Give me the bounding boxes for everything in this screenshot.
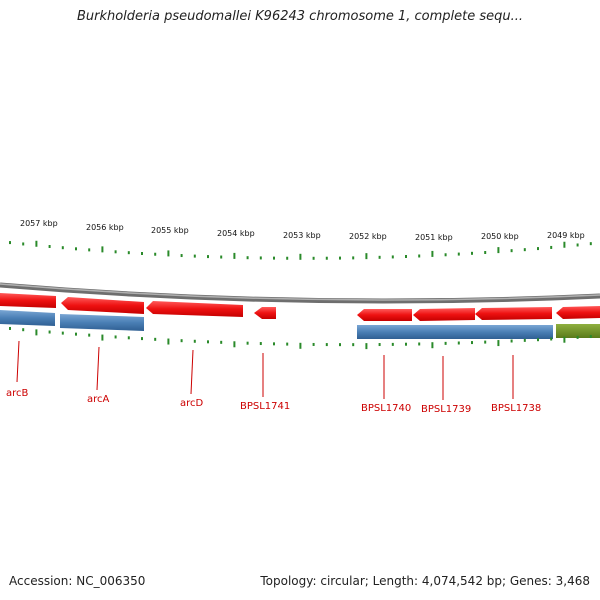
gene-arcD[interactable] xyxy=(146,301,243,317)
gene-next[interactable] xyxy=(556,306,600,319)
scale-label: 2055 kbp xyxy=(151,226,189,235)
cds-BPSL1740[interactable] xyxy=(357,325,475,339)
cds-BPSL1738[interactable] xyxy=(475,325,553,339)
inner-scale-ticks xyxy=(9,326,592,350)
scale-labels: 2057 kbp 2056 kbp 2055 kbp 2054 kbp 2053 kbp… xyxy=(20,219,585,242)
genome-summary-text: Topology: circular; Length: 4,074,542 bp… xyxy=(260,574,590,588)
feature-green[interactable] xyxy=(556,324,600,338)
outer-scale-ticks xyxy=(9,240,592,260)
forward-strand-genes xyxy=(0,293,600,321)
cds-track xyxy=(0,310,600,339)
gene-arcA[interactable] xyxy=(61,297,144,314)
gene-BPSL1740[interactable] xyxy=(357,309,412,321)
cds-arcB[interactable] xyxy=(0,310,55,326)
scale-label: 2052 kbp xyxy=(349,232,387,241)
cds-arcA[interactable] xyxy=(60,314,144,331)
scale-label: 2053 kbp xyxy=(283,231,321,240)
label-arcD[interactable]: arcD xyxy=(180,398,204,409)
label-BPSL1739[interactable]: BPSL1739 xyxy=(421,404,471,415)
map-title: Burkholderia pseudomallei K96243 chromos… xyxy=(76,9,524,24)
label-BPSL1741[interactable]: BPSL1741 xyxy=(240,401,290,412)
label-arcA[interactable]: arcA xyxy=(87,394,110,405)
accession-text: Accession: NC_006350 xyxy=(9,574,146,588)
scale-label: 2056 kbp xyxy=(86,223,124,232)
gene-BPSL1741[interactable] xyxy=(254,307,276,319)
gene-labels: arcB arcA arcD BPSL1741 BPSL1740 BPSL173… xyxy=(6,388,541,415)
gene-leaders xyxy=(16,340,514,400)
gene-BPSL1738[interactable] xyxy=(475,307,552,320)
label-BPSL1738[interactable]: BPSL1738 xyxy=(491,403,541,414)
scale-label: 2054 kbp xyxy=(217,229,255,238)
label-arcB[interactable]: arcB xyxy=(6,388,29,399)
scale-label: 2057 kbp xyxy=(20,219,58,228)
chromosome-backbone-highlight xyxy=(0,283,600,301)
gene-arcB[interactable] xyxy=(0,293,56,308)
scale-label: 2049 kbp xyxy=(547,231,585,240)
label-BPSL1740[interactable]: BPSL1740 xyxy=(361,403,411,414)
gene-BPSL1739[interactable] xyxy=(413,308,475,321)
scale-label: 2050 kbp xyxy=(481,232,519,241)
scale-label: 2051 kbp xyxy=(415,233,453,242)
chromosome-backbone xyxy=(0,282,600,304)
